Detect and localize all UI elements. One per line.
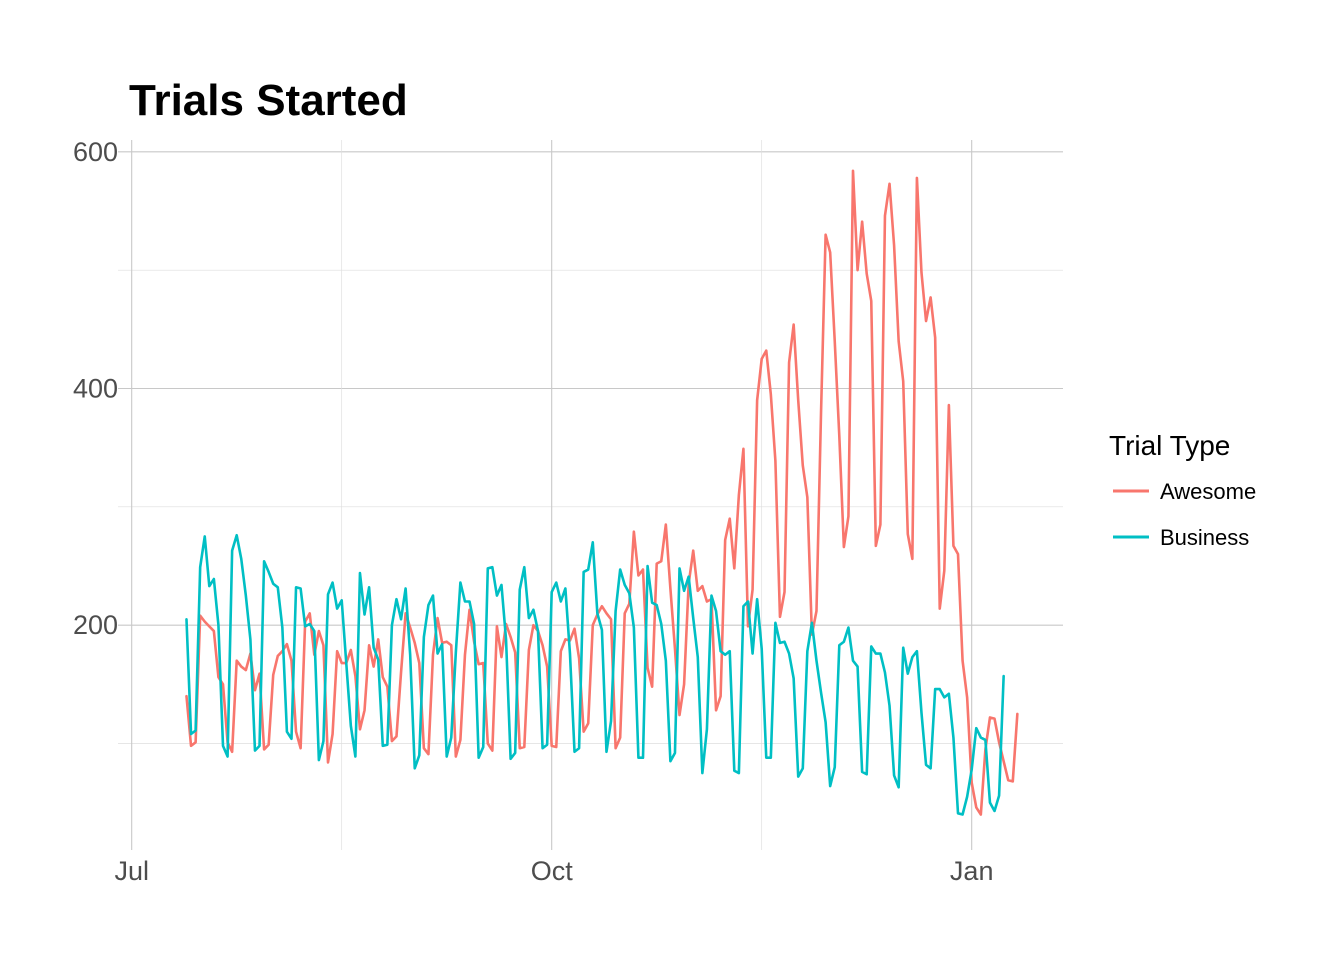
chart-title: Trials Started [129,76,408,125]
y-tick-label: 400 [73,374,118,404]
legend-title: Trial Type [1109,430,1230,461]
x-tick-label: Jan [950,856,994,886]
series-line-business [185,533,1005,816]
y-tick-label: 200 [73,610,118,640]
y-tick-label: 600 [73,137,118,167]
plot-grid [118,140,1063,850]
x-tick-label: Jul [114,856,149,886]
legend-label-business: Business [1160,525,1249,550]
series-line-awesome [185,169,1019,816]
plot-series [185,169,1019,816]
legend: Trial Type Awesome Business [1109,430,1256,550]
axis-tick-labels: 200 400 600 Jul Oct Jan [73,137,994,886]
legend-label-awesome: Awesome [1160,479,1256,504]
x-tick-label: Oct [531,856,574,886]
